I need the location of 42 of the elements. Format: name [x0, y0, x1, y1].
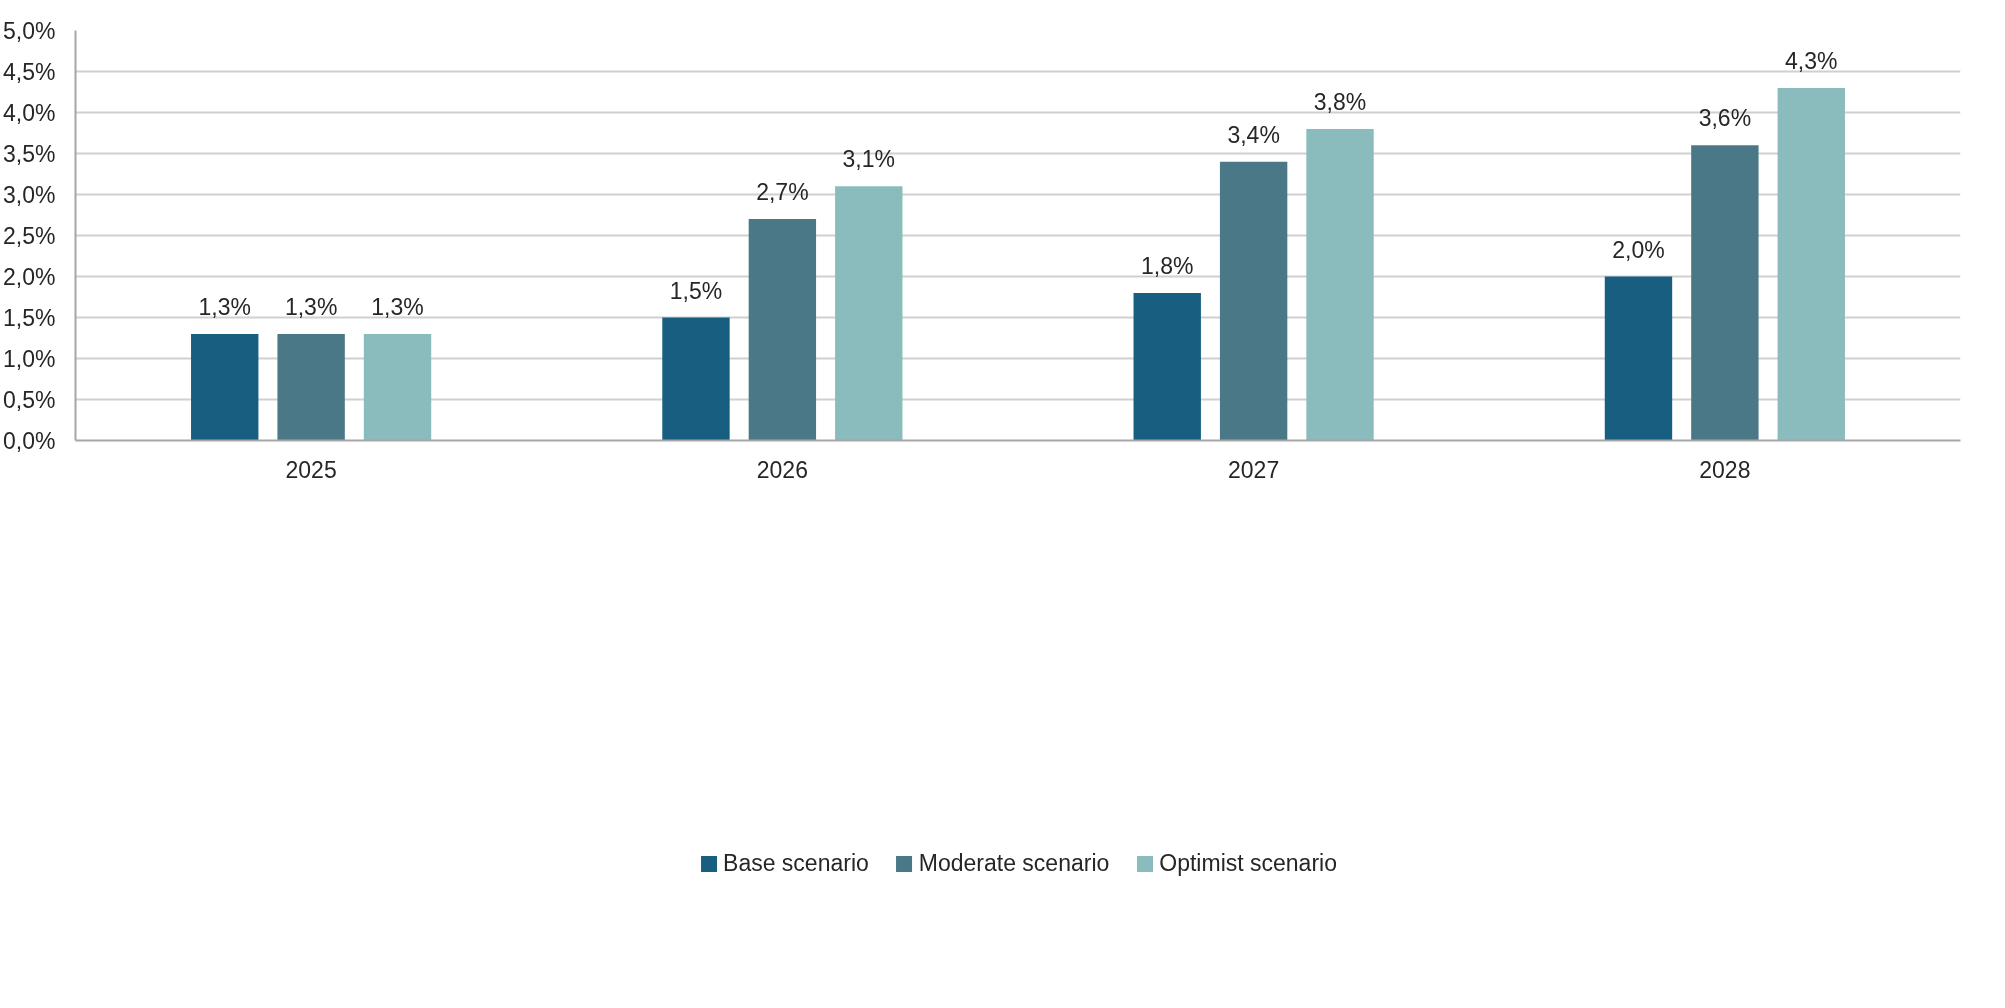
data-label: 1,3% — [371, 293, 424, 320]
y-tick-label: 0,5% — [3, 386, 56, 413]
bar — [363, 333, 432, 441]
data-label: 1,8% — [1141, 252, 1194, 279]
y-tick-label: 4,5% — [3, 58, 56, 85]
data-label: 3,8% — [1313, 88, 1367, 115]
y-tick-label: 0,0% — [3, 427, 56, 454]
y-tick-label: 5,0% — [3, 17, 56, 44]
y-tick-label: 1,5% — [3, 304, 56, 331]
x-tick-label: 2025 — [285, 456, 337, 483]
data-label: 1,5% — [669, 277, 723, 304]
data-label: 1,3% — [198, 293, 251, 320]
data-label: 1,3% — [284, 293, 338, 320]
data-label: 2,7% — [756, 179, 809, 206]
bar — [1604, 276, 1673, 441]
data-label: 3,6% — [1698, 105, 1752, 132]
bar — [1219, 161, 1288, 441]
data-label: 3,1% — [842, 146, 895, 173]
bar — [835, 186, 903, 441]
bar — [748, 219, 817, 441]
bar — [277, 333, 345, 441]
y-tick-label: 3,5% — [3, 140, 56, 167]
bar — [1306, 128, 1374, 441]
bar — [1691, 145, 1759, 441]
y-tick-label: 4,0% — [3, 99, 56, 126]
legend-label: Optimist scenario — [1159, 849, 1337, 877]
data-label: 2,0% — [1612, 236, 1665, 263]
bar — [1133, 292, 1201, 441]
y-tick-label: 2,5% — [3, 222, 56, 249]
data-label: 4,3% — [1785, 47, 1838, 74]
legend-label: Moderate scenario — [918, 849, 1110, 877]
x-tick-label: 2027 — [1228, 456, 1280, 483]
bar — [191, 333, 259, 441]
data-label: 3,4% — [1227, 121, 1280, 148]
y-tick-label: 2,0% — [3, 263, 56, 290]
legend-label: Base scenario — [723, 849, 869, 877]
bar — [1777, 87, 1845, 441]
bar — [662, 317, 730, 441]
y-tick-label: 3,0% — [3, 181, 56, 208]
x-tick-label: 2028 — [1699, 456, 1751, 483]
y-tick-label: 1,0% — [3, 345, 56, 372]
x-tick-label: 2026 — [756, 456, 808, 483]
